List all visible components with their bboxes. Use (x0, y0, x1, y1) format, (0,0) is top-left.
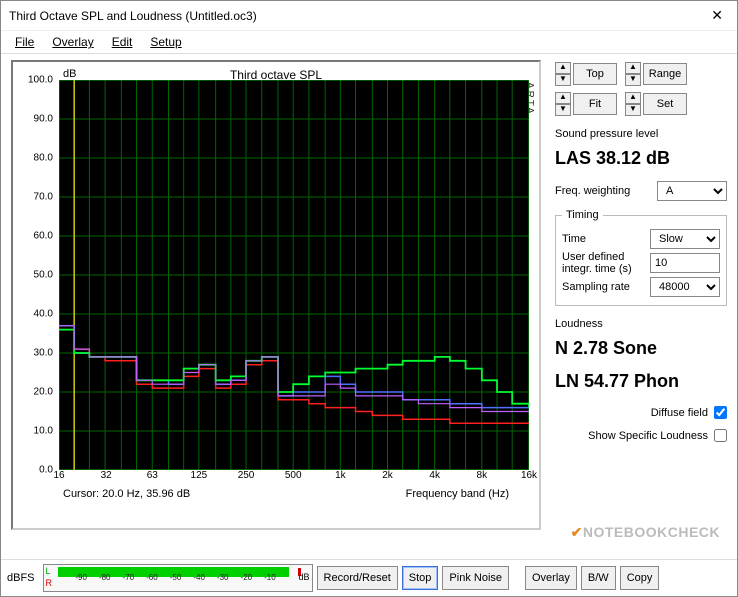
diffuse-label: Diffuse field (651, 407, 708, 419)
plot-area (59, 80, 529, 470)
level-meter: L R -90-80-70-60-50-40-30-20-10 dB (43, 564, 313, 592)
meter-l-label: L (46, 566, 51, 576)
spl-value: LAS 38.12 dB (555, 148, 727, 169)
close-icon[interactable]: ✕ (705, 7, 729, 24)
freq-weight-label: Freq. weighting (555, 185, 630, 197)
left-pane: dB Third octave SPL ARTA 0.010.020.030.0… (1, 54, 549, 559)
right-pane: ▲ ▼ Top ▲ ▼ Range ▲ ▼ (549, 54, 737, 559)
range-down-icon[interactable]: ▼ (625, 74, 641, 86)
timing-legend: Timing (562, 209, 603, 221)
sr-label: Sampling rate (562, 281, 630, 293)
meter-db-label: dB (299, 572, 310, 582)
y-axis-ticks: 0.010.020.030.040.050.060.070.080.090.01… (13, 80, 57, 470)
fit-button[interactable]: Fit (573, 93, 617, 115)
spl-label: Sound pressure level (555, 128, 727, 140)
bottom-bar: dBFS L R -90-80-70-60-50-40-30-20-10 dB … (1, 559, 737, 596)
x-axis-ticks: 1632631252505001k2k4k8k16k (59, 470, 529, 484)
time-label: Time (562, 233, 586, 245)
record-reset-button[interactable]: Record/Reset (317, 566, 398, 590)
integr-input[interactable] (650, 253, 720, 273)
top-range-controls: ▲ ▼ Top ▲ ▼ Range (555, 62, 727, 86)
stop-button[interactable]: Stop (402, 566, 439, 590)
content: dB Third octave SPL ARTA 0.010.020.030.0… (1, 54, 737, 559)
sone-value: N 2.78 Sone (555, 338, 727, 359)
chart-area[interactable]: dB Third octave SPL ARTA 0.010.020.030.0… (11, 60, 541, 530)
copy-button[interactable]: Copy (620, 566, 660, 590)
set-down-icon[interactable]: ▼ (625, 104, 641, 116)
fit-up-icon[interactable]: ▲ (555, 92, 571, 104)
meter-ticks: -90-80-70-60-50-40-30-20-10 (58, 565, 294, 591)
cursor-readout: Cursor: 20.0 Hz, 35.96 dB (63, 488, 190, 500)
meter-r-label: R (46, 578, 53, 588)
titlebar: Third Octave SPL and Loudness (Untitled.… (1, 1, 737, 31)
diffuse-checkbox[interactable] (714, 406, 727, 419)
dbfs-label: dBFS (7, 572, 35, 584)
overlay-button[interactable]: Overlay (525, 566, 577, 590)
fit-down-icon[interactable]: ▼ (555, 104, 571, 116)
show-spec-label: Show Specific Loudness (588, 430, 708, 442)
chart-ylabel: dB (63, 68, 76, 80)
chart-xlabel: Frequency band (Hz) (406, 488, 509, 500)
menu-setup[interactable]: Setup (142, 33, 189, 51)
top-button[interactable]: Top (573, 63, 617, 85)
sr-select[interactable]: 48000 (650, 277, 720, 297)
phon-value: LN 54.77 Phon (555, 371, 727, 392)
pink-noise-button[interactable]: Pink Noise (442, 566, 509, 590)
top-up-icon[interactable]: ▲ (555, 62, 571, 74)
app-window: Third Octave SPL and Loudness (Untitled.… (0, 0, 738, 597)
menu-file[interactable]: File (7, 33, 42, 51)
show-spec-checkbox[interactable] (714, 429, 727, 442)
loudness-label: Loudness (555, 318, 727, 330)
timing-fieldset: Timing Time Slow User defined integr. ti… (555, 209, 727, 306)
menu-overlay[interactable]: Overlay (44, 33, 101, 51)
range-up-icon[interactable]: ▲ (625, 62, 641, 74)
time-select[interactable]: Slow (650, 229, 720, 249)
range-button[interactable]: Range (643, 63, 687, 85)
top-down-icon[interactable]: ▼ (555, 74, 571, 86)
menubar: File Overlay Edit Setup (1, 31, 737, 54)
integr-label: User defined integr. time (s) (562, 251, 642, 275)
set-up-icon[interactable]: ▲ (625, 92, 641, 104)
set-button[interactable]: Set (643, 93, 687, 115)
menu-edit[interactable]: Edit (104, 33, 141, 51)
freq-weight-select[interactable]: A (657, 181, 727, 201)
bw-button[interactable]: B/W (581, 566, 616, 590)
window-title: Third Octave SPL and Loudness (Untitled.… (9, 9, 705, 23)
